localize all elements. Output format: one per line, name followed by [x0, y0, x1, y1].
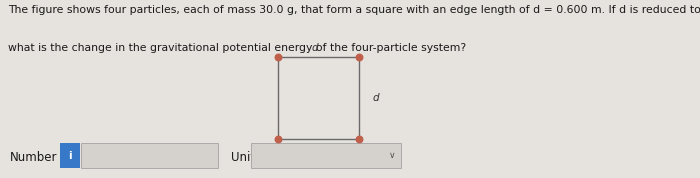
Text: d: d	[311, 43, 318, 53]
Text: Units: Units	[231, 151, 261, 164]
FancyBboxPatch shape	[251, 143, 401, 168]
Text: The figure shows four particles, each of mass 30.0 g, that form a square with an: The figure shows four particles, each of…	[8, 5, 700, 15]
Point	[354, 137, 365, 140]
FancyBboxPatch shape	[81, 143, 218, 168]
Point	[272, 137, 284, 140]
Text: ∨: ∨	[389, 151, 396, 160]
Text: Number: Number	[10, 151, 57, 164]
FancyBboxPatch shape	[60, 143, 80, 168]
Point	[272, 56, 284, 58]
Text: i: i	[68, 151, 72, 161]
Point	[354, 56, 365, 58]
Text: what is the change in the gravitational potential energy of the four-particle sy: what is the change in the gravitational …	[8, 43, 466, 53]
Text: d: d	[372, 93, 379, 103]
